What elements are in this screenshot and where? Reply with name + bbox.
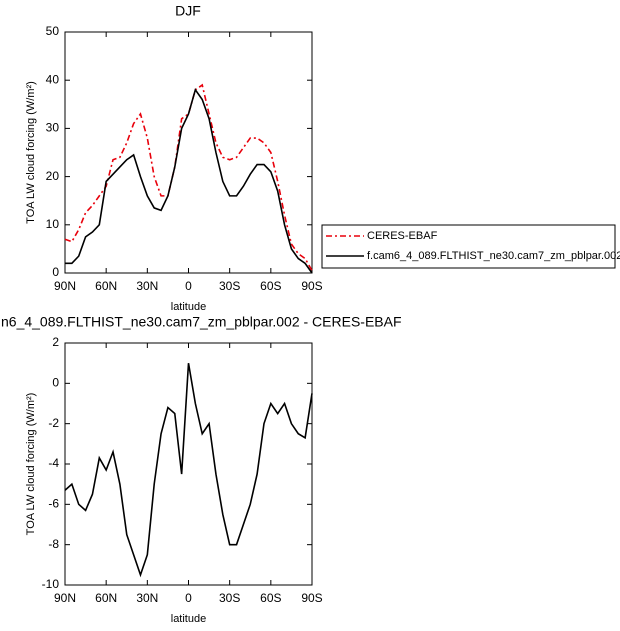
x-tick-label: 90N (54, 279, 76, 293)
y-tick-label: 2 (52, 335, 59, 349)
x-tick-label: 60N (95, 591, 117, 605)
x-tick-label: 90S (301, 591, 322, 605)
x-tick-label: 60N (95, 279, 117, 293)
y-axis-label: TOA LW cloud forcing (W/m²) (25, 81, 37, 224)
x-tick-label: 90S (301, 279, 322, 293)
y-axis-label: TOA LW cloud forcing (W/m²) (25, 393, 37, 536)
x-tick-label: 60S (260, 279, 281, 293)
plot-frame (64, 31, 313, 274)
data-line (64, 363, 313, 578)
y-tick-label: 0 (52, 376, 59, 390)
legend-label: f.cam6_4_089.FLTHIST_ne30.cam7_zm_pblpar… (367, 250, 620, 262)
x-tick-label: 30S (219, 279, 240, 293)
y-tick-label: -2 (48, 416, 59, 430)
x-axis-label: latitude (171, 613, 206, 625)
plot-frame (64, 342, 313, 586)
y-tick-label: -8 (48, 537, 59, 551)
x-axis-label: latitude (171, 301, 206, 313)
y-tick-label: 20 (46, 169, 60, 183)
y-tick-label: 10 (46, 217, 60, 231)
y-tick-label: 40 (46, 72, 60, 86)
x-tick-label: 60S (260, 591, 281, 605)
x-tick-label: 30N (136, 591, 158, 605)
x-tick-label: 0 (185, 279, 192, 293)
y-tick-label: 30 (46, 121, 60, 135)
y-tick-label: -6 (48, 497, 59, 511)
x-tick-label: 30N (136, 279, 158, 293)
y-tick-label: -4 (48, 456, 59, 470)
data-line (65, 88, 313, 274)
chart-title: DJF (175, 3, 201, 19)
x-tick-label: 0 (185, 591, 192, 605)
legend-box (321, 224, 616, 269)
y-tick-label: -10 (42, 577, 60, 591)
y-tick-label: 50 (46, 24, 60, 38)
chart-title: n6_4_089.FLTHIST_ne30.cam7_zm_pblpar.002… (1, 314, 402, 330)
x-tick-label: 90N (54, 591, 76, 605)
y-tick-label: 0 (52, 265, 59, 279)
legend-label: CERES-EBAF (367, 230, 438, 242)
x-tick-label: 30S (219, 591, 240, 605)
